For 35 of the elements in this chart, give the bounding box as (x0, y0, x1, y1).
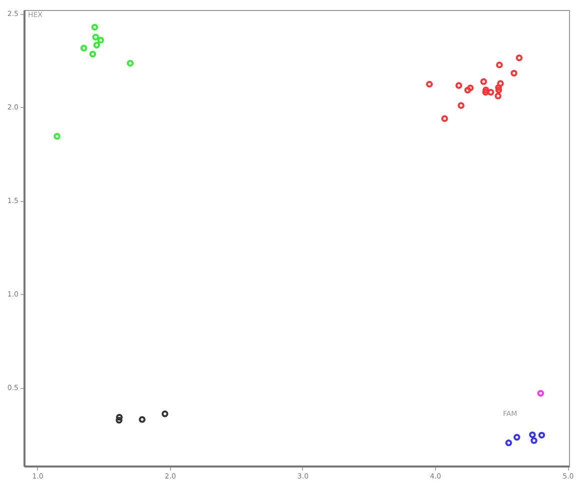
point (538, 432, 546, 439)
point (162, 410, 168, 418)
point (93, 42, 100, 48)
point (464, 86, 472, 94)
point (97, 36, 104, 44)
point (80, 44, 88, 52)
point (482, 86, 490, 94)
point (505, 439, 512, 446)
point (138, 416, 146, 423)
point (537, 390, 544, 397)
point (426, 80, 433, 88)
point (116, 414, 123, 421)
point (467, 84, 474, 92)
point (126, 60, 134, 67)
point (482, 88, 489, 96)
point (92, 34, 99, 40)
point (496, 62, 503, 68)
point (510, 70, 518, 77)
point (91, 24, 98, 31)
point (495, 86, 502, 94)
point (530, 437, 538, 444)
point (54, 132, 60, 140)
point (116, 416, 122, 424)
point (495, 84, 502, 91)
point (455, 82, 462, 89)
point (480, 78, 487, 85)
point (514, 434, 520, 441)
point (441, 115, 448, 122)
point (516, 54, 522, 62)
point (529, 431, 536, 438)
point (89, 50, 96, 58)
point (497, 80, 504, 87)
point (458, 102, 464, 109)
point (487, 88, 494, 96)
point (494, 92, 502, 100)
